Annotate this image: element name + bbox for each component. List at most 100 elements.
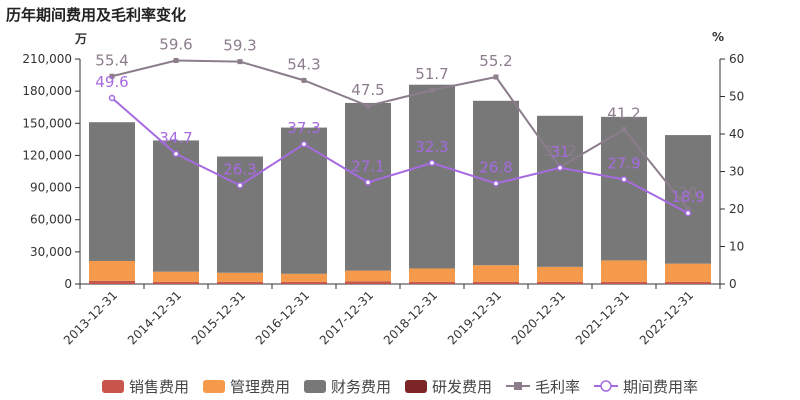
bar-admin-expense: [665, 263, 711, 282]
x-axis-tick-label: 2022-12-31: [637, 288, 696, 347]
bar-admin-expense: [601, 260, 647, 282]
expense-ratio-data-label: 31: [550, 143, 569, 161]
gross-margin-point: [429, 87, 435, 93]
x-axis-tick-label: 2016-12-31: [253, 288, 312, 347]
legend-item[interactable]: 管理费用: [202, 376, 290, 397]
legend-item[interactable]: 毛利率: [506, 376, 580, 397]
legend-item[interactable]: 财务费用: [303, 376, 391, 397]
bar-sales-expense: [409, 281, 455, 284]
legend-item[interactable]: 销售费用: [101, 376, 189, 397]
bar-finance-expense: [153, 140, 199, 272]
bar-admin-expense: [537, 266, 583, 282]
bar-finance-expense: [665, 135, 711, 264]
left-axis-tick-label: 180,000: [22, 84, 72, 98]
legend-label: 销售费用: [128, 377, 189, 396]
legend-label: 财务费用: [330, 377, 391, 396]
legend-label: 管理费用: [229, 377, 290, 396]
legend-swatch: [405, 379, 427, 393]
expense-ratio-data-label: 49.6: [95, 73, 128, 91]
bar-admin-expense: [473, 265, 519, 282]
left-axis-tick-label: 90,000: [30, 181, 72, 195]
gross-margin-point: [685, 206, 691, 212]
gross-margin-data-label: 54.3: [287, 55, 320, 73]
x-axis-tick-label: 2021-12-31: [573, 288, 632, 347]
left-axis-tick-label: 60,000: [30, 213, 72, 227]
expense-ratio-point: [236, 182, 244, 189]
left-axis-tick-label: 150,000: [22, 116, 72, 130]
bar-sales-expense: [473, 281, 519, 284]
x-axis-tick-label: 2017-12-31: [317, 288, 376, 347]
legend-swatch: [202, 379, 225, 393]
legend-swatch: [506, 382, 531, 390]
expense-ratio-point: [172, 150, 180, 158]
x-axis-tick-label: 2018-12-31: [381, 288, 440, 347]
expense-ratio-data-label: 26.8: [479, 159, 512, 177]
legend-item[interactable]: 研发费用: [405, 376, 492, 397]
expense-ratio-point: [492, 180, 500, 187]
gross-margin-data-label: 59.3: [223, 37, 256, 55]
bar-sales-expense: [665, 281, 711, 284]
bar-admin-expense: [281, 273, 327, 282]
expense-ratio-data-label: 18.9: [671, 188, 704, 206]
gross-margin-point: [109, 73, 115, 79]
right-axis-tick-label: 20: [729, 202, 744, 216]
bar-sales-expense: [281, 281, 327, 284]
gross-margin-point: [173, 58, 179, 63]
x-axis-tick-label: 2013-12-31: [61, 288, 120, 347]
right-axis-tick-label: 0: [729, 277, 737, 291]
gross-margin-point: [365, 103, 371, 109]
gross-margin-line: [111, 59, 689, 210]
x-axis-tick-label: 2020-12-31: [509, 288, 568, 347]
expense-ratio-point: [556, 164, 564, 171]
expense-ratio-data-label: 37.3: [287, 119, 320, 137]
left-axis-tick-label: 210,000: [22, 52, 72, 66]
right-axis-tick-label: 40: [729, 127, 744, 141]
expense-ratio-data-label: 34.7: [159, 129, 192, 147]
bar-sales-expense: [537, 281, 583, 284]
left-axis-unit: 万: [75, 32, 88, 46]
bar-sales-expense: [153, 281, 199, 284]
x-axis-tick-label: 2019-12-31: [445, 288, 504, 347]
x-axis-tick-label: 2015-12-31: [189, 288, 248, 347]
legend-swatch: [101, 379, 124, 393]
x-axis-tick-label: 2014-12-31: [125, 288, 184, 347]
bar-finance-expense: [537, 115, 583, 267]
legend-swatch: [594, 380, 619, 392]
gross-margin-point: [493, 74, 499, 80]
bar-sales-expense: [345, 281, 391, 284]
legend-swatch: [303, 379, 326, 393]
right-axis-tick-label: 30: [729, 165, 744, 179]
gross-margin-point: [237, 59, 243, 65]
gross-margin-point: [301, 77, 307, 83]
legend: 销售费用 管理费用 财务费用 研发费用 毛利率 期间费用率: [0, 374, 800, 398]
gross-margin-data-label: 55.2: [479, 52, 512, 70]
legend-item[interactable]: 期间费用率: [594, 376, 698, 397]
expense-ratio-data-label: 27.1: [351, 157, 384, 175]
bar-finance-expense: [89, 122, 135, 261]
expense-ratio-point: [364, 179, 372, 186]
bar-finance-expense: [281, 127, 327, 274]
bar-finance-expense: [345, 102, 391, 271]
bar-admin-expense: [409, 268, 455, 282]
right-axis-tick-label: 60: [729, 52, 744, 66]
left-axis-tick-label: 0: [64, 277, 72, 291]
legend-label: 毛利率: [535, 377, 581, 396]
expense-ratio-data-label: 32.3: [415, 138, 448, 156]
bar-finance-expense: [409, 84, 455, 269]
bar-admin-expense: [89, 260, 135, 281]
expense-ratio-point: [684, 209, 692, 217]
gross-margin-data-label: 51.7: [415, 65, 448, 83]
gross-margin-data-label: 31.2: [543, 142, 576, 160]
left-axis-tick-label: 30,000: [30, 245, 72, 259]
right-axis-tick-label: 10: [729, 240, 744, 254]
right-axis-unit: %: [712, 30, 725, 44]
legend-label: 研发费用: [432, 377, 493, 396]
expense-ratio-data-label: 26.3: [223, 160, 256, 178]
gross-margin-point: [621, 127, 627, 132]
left-axis-tick-label: 120,000: [22, 148, 72, 162]
expense-ratio-point: [620, 176, 628, 183]
chart-plot: 0 30,000 60,000 90,000 120,000 150,000 180,000…: [22, 36, 744, 348]
expense-ratio-point: [428, 159, 436, 167]
bar-sales-expense: [217, 281, 263, 284]
bar-admin-expense: [217, 272, 263, 282]
